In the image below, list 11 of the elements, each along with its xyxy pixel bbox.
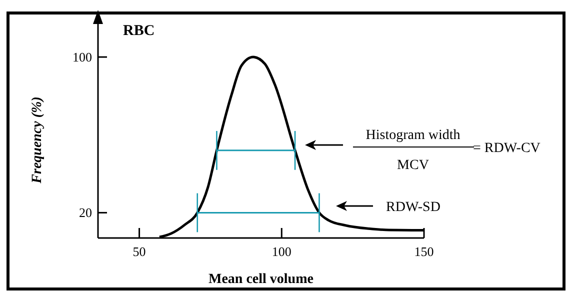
text: = RDW-CV [473, 141, 540, 156]
x-axis-title: Mean cell volume [208, 272, 314, 287]
annotation: Histogram width [366, 128, 460, 143]
annotation: RDW-SD [386, 200, 440, 215]
x-tick-label: 150 [414, 244, 434, 259]
x-tick-label: 50 [132, 244, 146, 259]
annotation: MCV [397, 158, 429, 173]
x-tick-label: 100 [272, 244, 292, 259]
y-axis-title: Frequency (%) [30, 96, 45, 184]
y-tick-label: 20 [79, 205, 92, 220]
chart-title: RBC [123, 23, 155, 39]
